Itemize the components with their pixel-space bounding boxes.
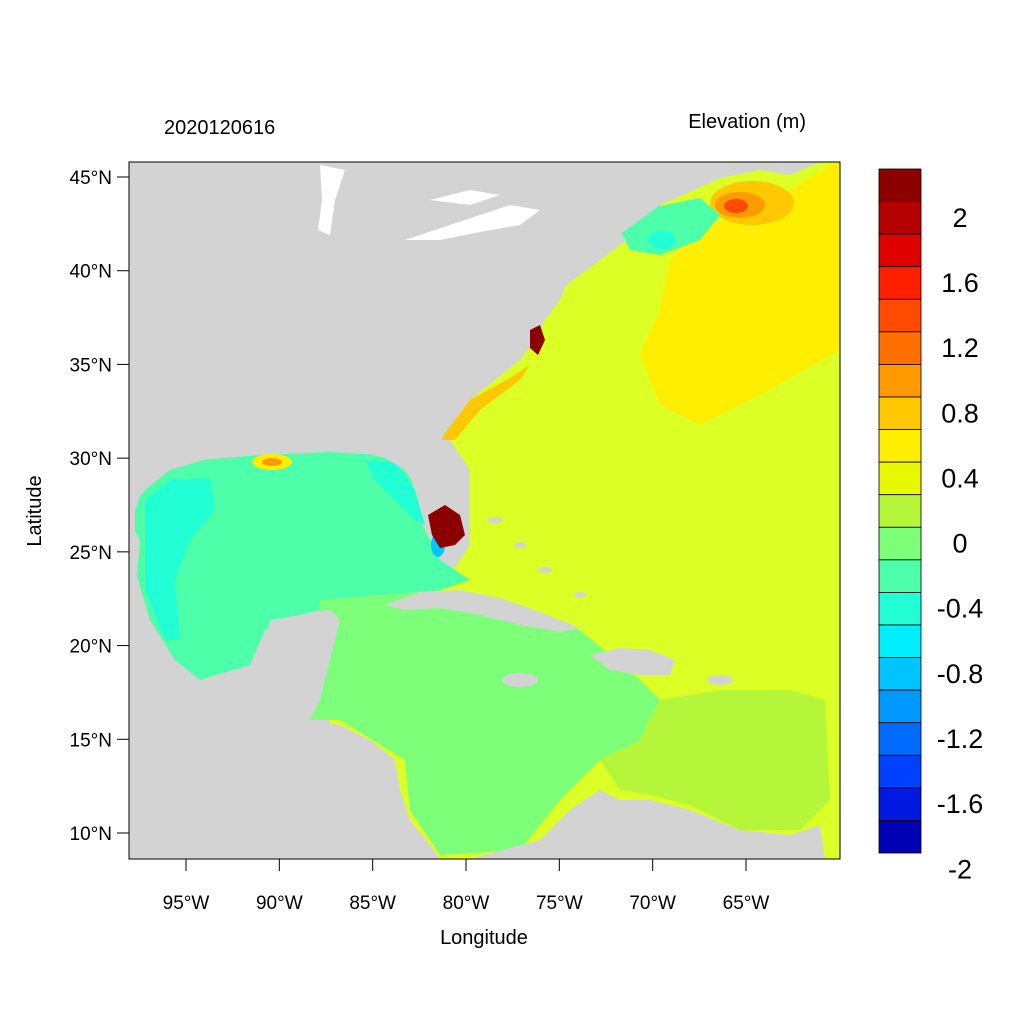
gulf-of-maine-low <box>648 231 676 249</box>
colorbar-label: 0.8 <box>941 398 979 428</box>
colorbar-swatch <box>878 722 922 756</box>
colorbar-swatch <box>878 233 922 268</box>
x-tick-label: 95°W <box>163 893 210 914</box>
gulf-of-mexico <box>135 452 470 680</box>
y-tick-label: 25°N <box>70 543 112 564</box>
colorbar-swatch <box>878 624 922 658</box>
colorbar-swatch <box>878 787 922 821</box>
jamaica-land <box>502 673 538 687</box>
map-plot <box>129 162 840 859</box>
colorbar-swatch <box>878 266 922 300</box>
colorbar-swatch <box>878 592 922 626</box>
south-america-land <box>470 790 825 859</box>
date-label: 2020120616 <box>164 117 275 139</box>
colorbar-label: 1.6 <box>941 268 979 298</box>
x-tick-label: 80°W <box>443 893 490 914</box>
colorbar-label: 1.2 <box>941 333 979 363</box>
south-florida-surge <box>428 505 465 548</box>
eastern-caribbean <box>600 690 830 830</box>
colorbar-swatch <box>878 201 922 235</box>
colorbar-labels: 2 1.6 1.2 0.8 0.4 0 -0.4 -0.8 -1.2 -1.6 -2 <box>937 203 984 884</box>
y-axis-title: Latitude <box>24 475 46 546</box>
carolina-coastal-band <box>440 365 530 440</box>
colorbar-label: 2 <box>952 203 967 233</box>
nova-scotia-surge-peak <box>724 199 748 213</box>
bahamas-islands <box>487 517 586 598</box>
colorbar-swatch <box>878 298 922 333</box>
colorbar-label: -0.4 <box>937 594 984 624</box>
colorbar-swatch <box>878 689 922 724</box>
great-lakes <box>318 165 540 240</box>
y-tick-label: 45°N <box>70 168 112 189</box>
colorbar-swatch <box>878 331 922 365</box>
colorbar-swatch <box>878 461 922 496</box>
colorbar-swatch <box>878 494 922 528</box>
north-america-land <box>129 162 820 540</box>
colorbar-label: 0 <box>952 529 967 559</box>
x-tick-label: 90°W <box>256 893 303 914</box>
x-axis-title: Longitude <box>440 927 528 949</box>
colorbar-swatch <box>878 396 922 430</box>
colorbar-swatch <box>878 657 922 691</box>
x-tick-label: 65°W <box>723 893 770 914</box>
y-tick-label: 20°N <box>70 637 112 658</box>
colorbar-swatch <box>878 364 922 398</box>
variable-label: Elevation (m) <box>688 111 806 133</box>
colorbar <box>878 168 922 854</box>
colorbar-swatch <box>878 820 922 854</box>
cuba-land <box>385 590 580 632</box>
northeast-high-region <box>640 162 840 425</box>
mexico-central-america <box>129 520 440 859</box>
delta-surge-core <box>262 458 282 466</box>
x-tick-label: 75°W <box>536 893 583 914</box>
west-florida-shelf <box>365 460 425 525</box>
colorbar-swatch <box>878 754 922 789</box>
x-tick-label: 70°W <box>629 893 676 914</box>
colorbar-swatch <box>878 559 922 593</box>
colorbar-label: -1.6 <box>937 789 984 819</box>
western-caribbean <box>310 590 660 855</box>
y-tick-label: 35°N <box>70 355 112 376</box>
plot-border <box>128 161 841 860</box>
colorbar-swatch <box>878 526 922 561</box>
x-axis-ticks: 95°W 90°W 85°W 80°W 75°W 70°W 65°W <box>163 859 770 914</box>
x-tick-label: 85°W <box>349 893 396 914</box>
y-tick-label: 15°N <box>70 730 112 751</box>
y-tick-label: 30°N <box>70 449 112 470</box>
outer-banks-surge <box>530 325 545 355</box>
colorbar-swatch <box>878 429 922 463</box>
colorbar-label: -1.2 <box>937 724 984 754</box>
colorbar-label: -2 <box>948 854 972 884</box>
colorbar-label: 0.4 <box>941 463 979 493</box>
western-gulf-low <box>145 478 215 640</box>
y-tick-label: 10°N <box>70 824 112 845</box>
colorbar-swatch <box>878 168 922 202</box>
hispaniola-land <box>590 648 675 675</box>
y-tick-label: 40°N <box>70 262 112 283</box>
colorbar-label: -0.8 <box>937 659 984 689</box>
puerto-rico-land <box>707 675 733 685</box>
y-axis-ticks: 45°N 40°N 35°N 30°N 25°N 20°N 15°N 10°N <box>70 168 129 845</box>
